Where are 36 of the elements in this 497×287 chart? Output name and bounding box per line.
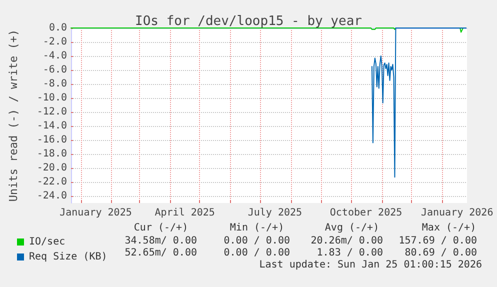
text: 20.26m/ 0.00	[310, 236, 383, 246]
text: 0.00 / 0.00	[224, 236, 290, 246]
text: 80.69 / 0.00	[404, 248, 477, 258]
x-tick-label: January 2025	[60, 208, 132, 218]
text: Max (-/+)	[422, 222, 476, 234]
y-tick-label: -8.0	[42, 78, 67, 90]
text: 1.83 / 0.00	[316, 248, 383, 258]
y-tick-label: -2.0	[42, 36, 67, 48]
y-axis-title: Units read (-) / write (+)	[7, 29, 20, 202]
y-tick-label: -10.0	[36, 92, 67, 104]
x-tick-label: July 2025	[248, 208, 302, 218]
x-tick-label: January 2026	[420, 208, 494, 218]
legend-label: Req Size (KB)	[29, 252, 108, 262]
y-tick-label: -24.0	[36, 190, 67, 202]
line-series	[371, 28, 467, 178]
text: Last update: Sun Jan 25 01:00:15 2026	[259, 260, 482, 270]
y-tick-label: -14.0	[36, 120, 67, 132]
text: 52.65m/ 0.00	[124, 248, 197, 258]
y-tick-label: -20.0	[36, 162, 67, 174]
y-tick-label: -18.0	[36, 148, 67, 160]
y-tick-label: -16.0	[36, 134, 67, 146]
y-tick-label: 0.0	[48, 22, 67, 34]
text: Cur (-/+)	[134, 222, 188, 234]
legend-label: IO/sec	[29, 236, 66, 248]
text: 157.69 / 0.00	[398, 236, 477, 246]
chart-title: IOs for /dev/loop15 - by year	[135, 14, 362, 29]
text: 34.58m/ 0.00	[124, 236, 197, 246]
text: 0.00 / 0.00	[224, 248, 290, 258]
y-tick-label: -22.0	[36, 176, 67, 188]
y-tick-label: -4.0	[42, 50, 67, 62]
text: Avg (-/+)	[324, 222, 380, 234]
y-tick-label: -6.0	[42, 64, 67, 76]
x-tick-label: April 2025	[154, 208, 215, 218]
text: Min (-/+)	[230, 222, 284, 234]
y-tick-label: -12.0	[36, 106, 67, 118]
x-tick-label: October 2025	[330, 208, 402, 218]
